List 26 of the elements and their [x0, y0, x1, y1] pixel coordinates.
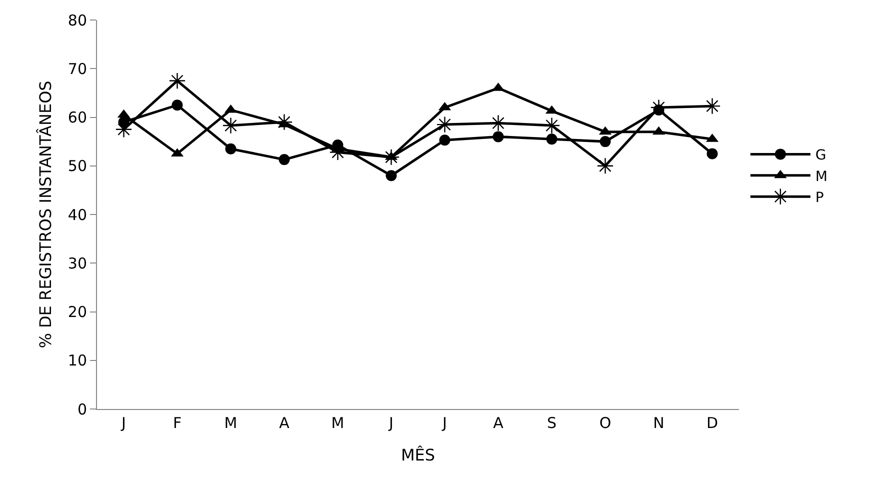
legend-label: G: [815, 148, 826, 164]
legend-label: P: [815, 190, 824, 206]
x-axis-title: MÊS: [400, 446, 436, 465]
x-tick-label: S: [546, 414, 557, 432]
y-tick-label: 30: [68, 254, 87, 272]
y-tick-label: 60: [68, 108, 87, 126]
x-tick-label: D: [706, 414, 718, 432]
x-tick-label: O: [599, 414, 612, 432]
x-tick-label: N: [653, 414, 664, 432]
x-tick-label: J: [442, 414, 447, 432]
y-tick-label: 80: [68, 11, 87, 30]
x-tick-label: M: [331, 414, 344, 432]
y-tick-label: 0: [77, 400, 87, 418]
y-tick-label: 10: [68, 352, 87, 370]
y-tick-label: 50: [68, 157, 87, 176]
y-axis-title: % DE REGISTROS INSTANTÂNEOS: [36, 80, 55, 348]
y-tick-label: 20: [68, 303, 87, 321]
x-tick-label: A: [279, 414, 290, 432]
x-tick-label: A: [493, 414, 504, 432]
x-tick-label: F: [172, 414, 182, 432]
x-tick-label: J: [120, 414, 126, 432]
legend-label: M: [815, 168, 828, 185]
y-tick-label: 70: [68, 60, 87, 78]
y-tick-label: 40: [68, 206, 87, 224]
x-tick-label: J: [388, 414, 394, 432]
x-tick-label: M: [224, 414, 238, 432]
